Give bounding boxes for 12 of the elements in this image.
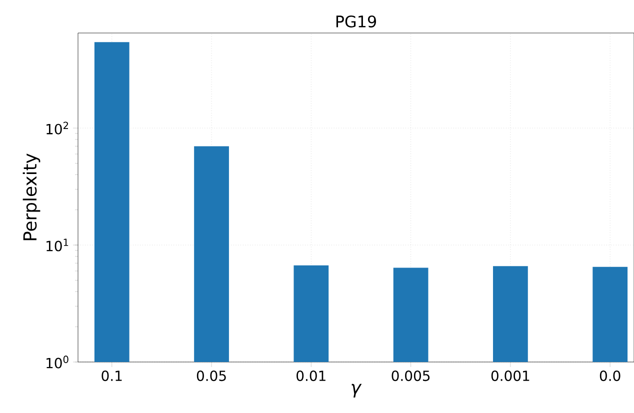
x-tick-label: 0.01 [296, 370, 326, 382]
x-axis-title: γ [352, 384, 362, 398]
x-tick-label: 0.001 [491, 370, 530, 382]
x-tick-label: 0.1 [102, 370, 122, 382]
y-tick-label: 10$^{0}$ [46, 356, 68, 368]
y-axis-title: Perplexity [22, 154, 40, 240]
x-tick-label: 0.05 [196, 370, 226, 382]
x-tick-label: 0.005 [392, 370, 430, 382]
y-tick-label: 10$^{2}$ [46, 122, 68, 134]
chart-title: PG19 [336, 15, 376, 28]
y-tick-label: 10$^{1}$ [46, 238, 68, 252]
x-tick-label: 0.0 [600, 370, 620, 382]
